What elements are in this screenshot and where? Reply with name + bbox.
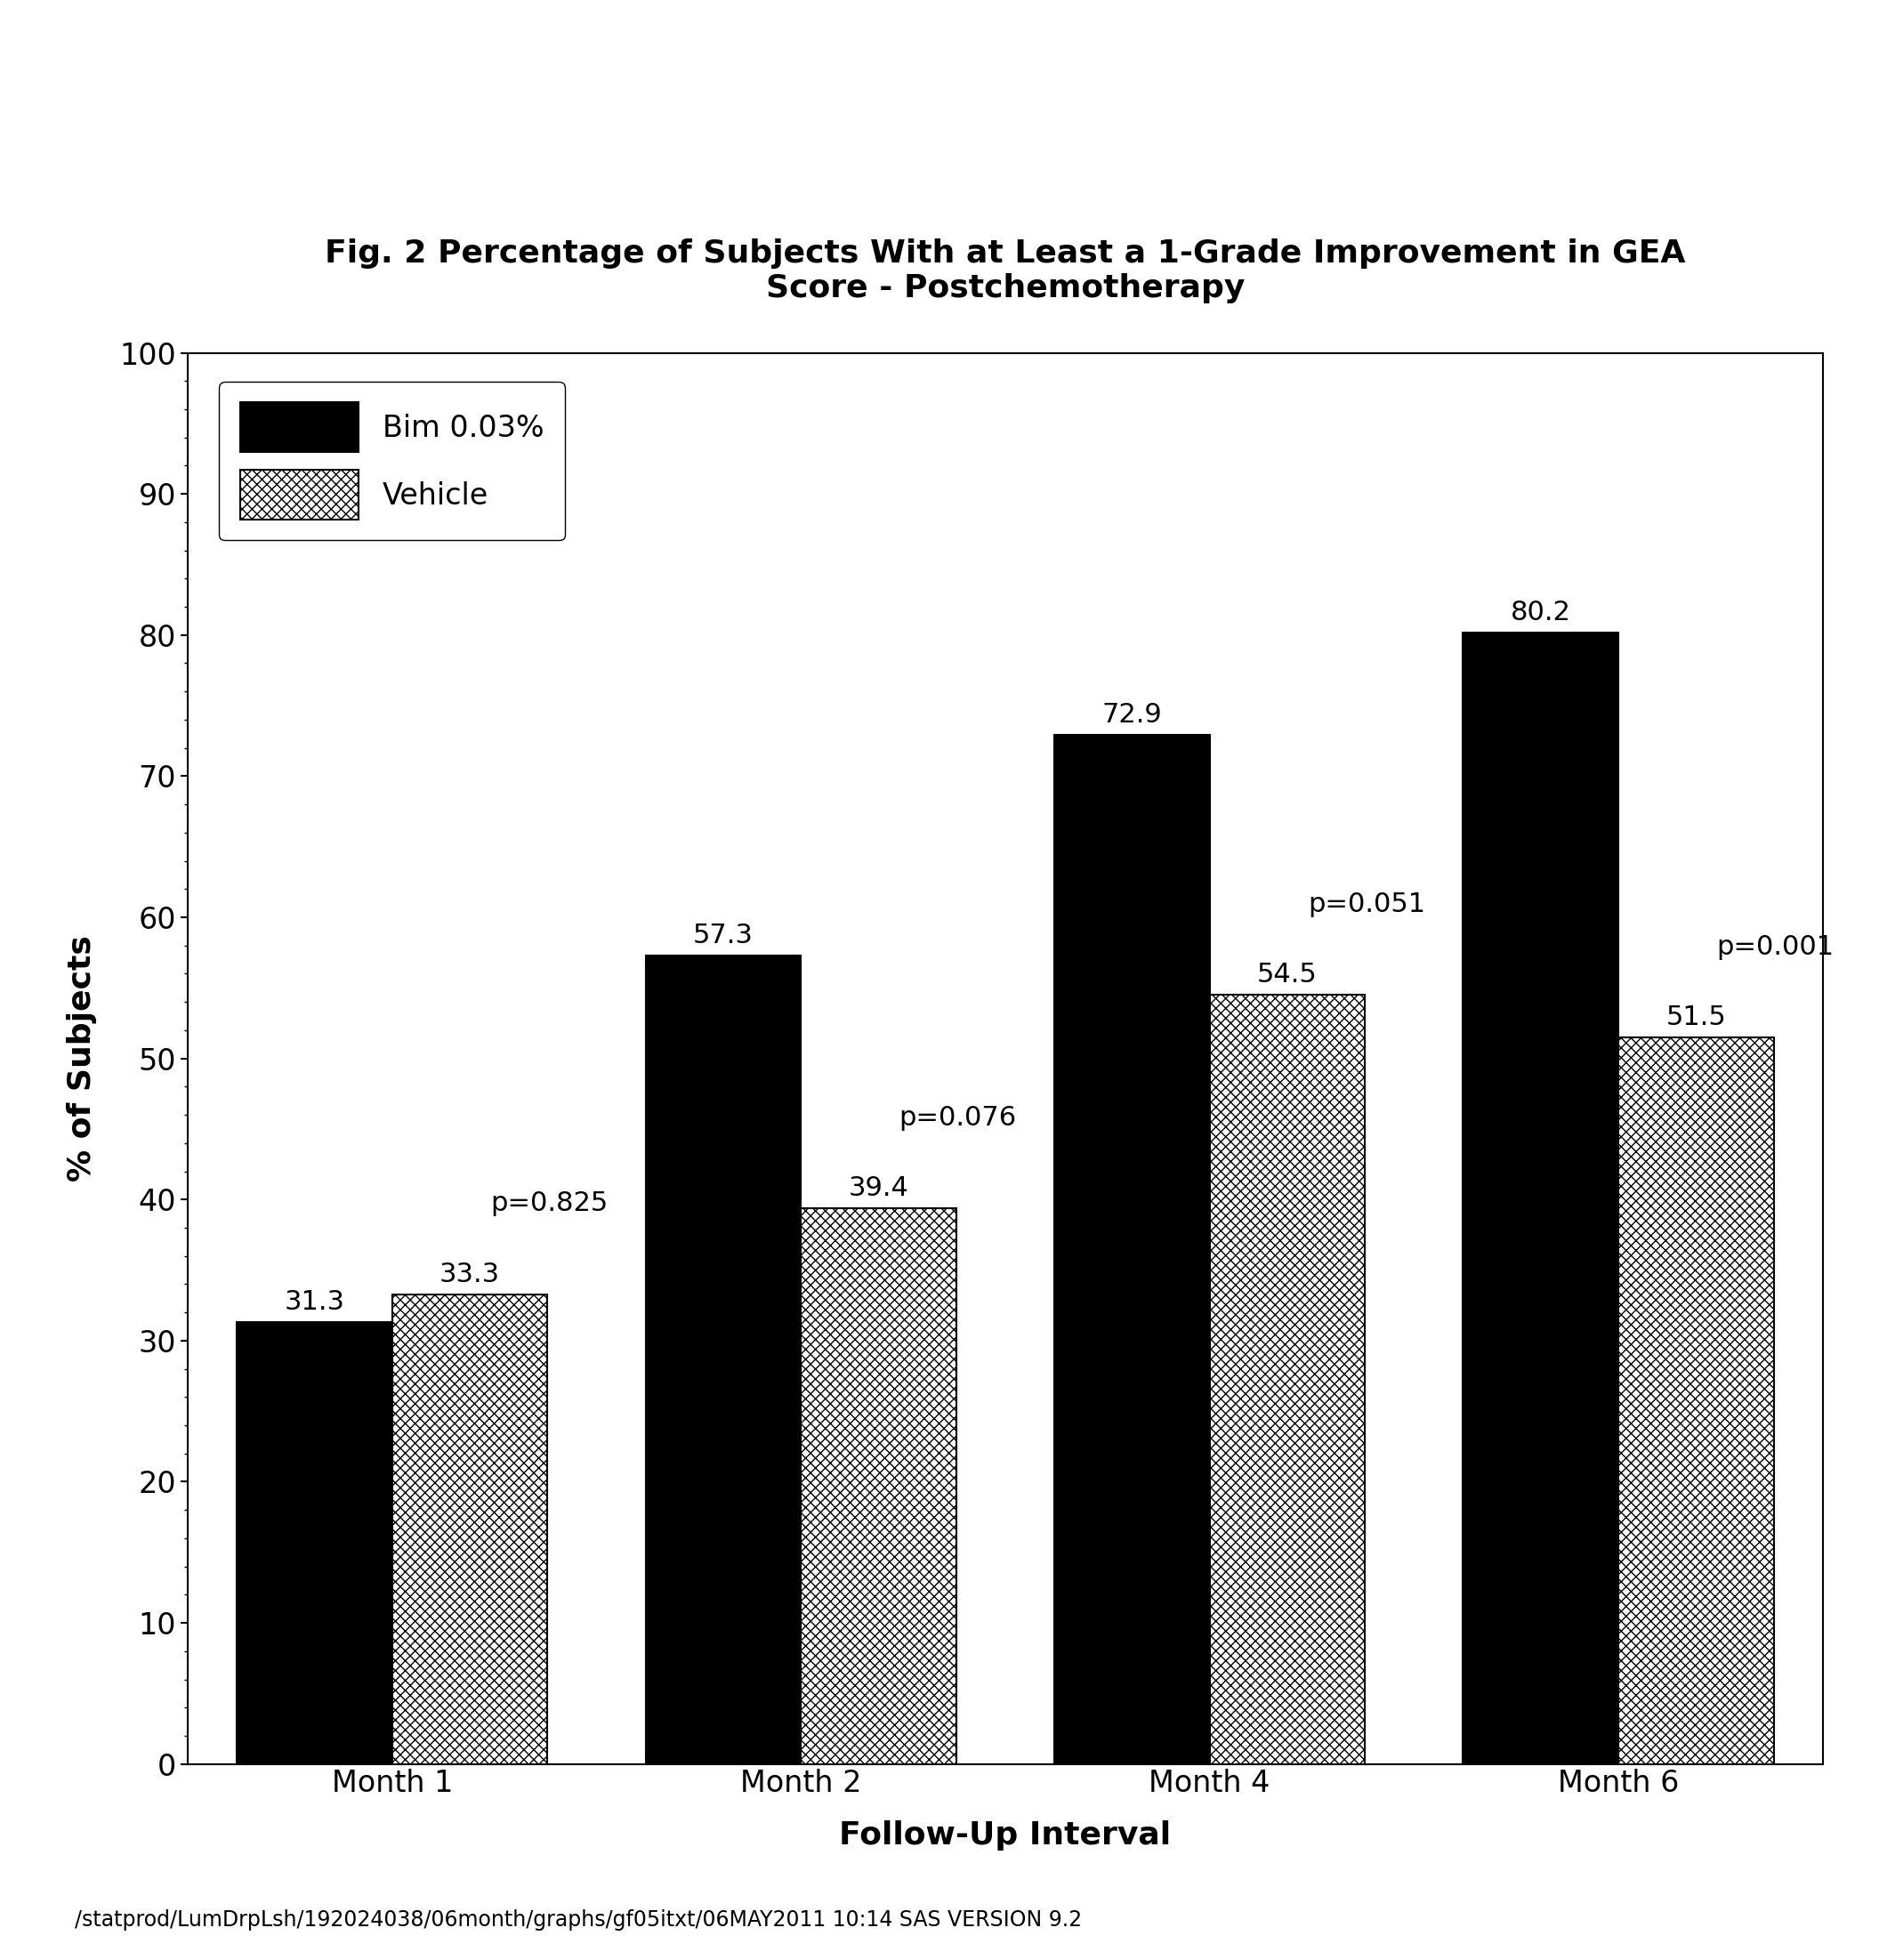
Text: 33.3: 33.3 xyxy=(440,1260,500,1288)
X-axis label: Follow-Up Interval: Follow-Up Interval xyxy=(840,1821,1171,1850)
Bar xyxy=(393,1294,547,1764)
Text: p=0.001: p=0.001 xyxy=(1716,933,1834,960)
Legend: Bim 0.03%, Vehicle: Bim 0.03%, Vehicle xyxy=(220,382,564,541)
Bar xyxy=(1210,996,1364,1764)
Text: p=0.076: p=0.076 xyxy=(898,1105,1017,1131)
Bar xyxy=(1618,1037,1774,1764)
Text: 31.3: 31.3 xyxy=(284,1290,346,1315)
Text: 54.5: 54.5 xyxy=(1257,962,1317,988)
Text: p=0.825: p=0.825 xyxy=(490,1190,609,1217)
Text: 72.9: 72.9 xyxy=(1101,702,1161,729)
Bar xyxy=(646,955,800,1764)
Text: 39.4: 39.4 xyxy=(849,1176,909,1201)
Bar xyxy=(237,1323,393,1764)
Bar xyxy=(1464,633,1618,1764)
Text: Fig. 2 Percentage of Subjects With at Least a 1-Grade Improvement in GEA
Score -: Fig. 2 Percentage of Subjects With at Le… xyxy=(325,239,1685,304)
Text: 57.3: 57.3 xyxy=(693,923,753,949)
Text: /statprod/LumDrpLsh/192024038/06month/graphs/gf05itxt/06MAY2011 10:14 SAS VERSIO: /statprod/LumDrpLsh/192024038/06month/gr… xyxy=(75,1909,1082,1931)
Text: p=0.051: p=0.051 xyxy=(1308,892,1426,917)
Y-axis label: % of Subjects: % of Subjects xyxy=(68,935,98,1182)
Text: 51.5: 51.5 xyxy=(1667,1004,1727,1031)
Bar xyxy=(800,1207,956,1764)
Bar xyxy=(1054,735,1210,1764)
Text: 80.2: 80.2 xyxy=(1511,600,1571,625)
